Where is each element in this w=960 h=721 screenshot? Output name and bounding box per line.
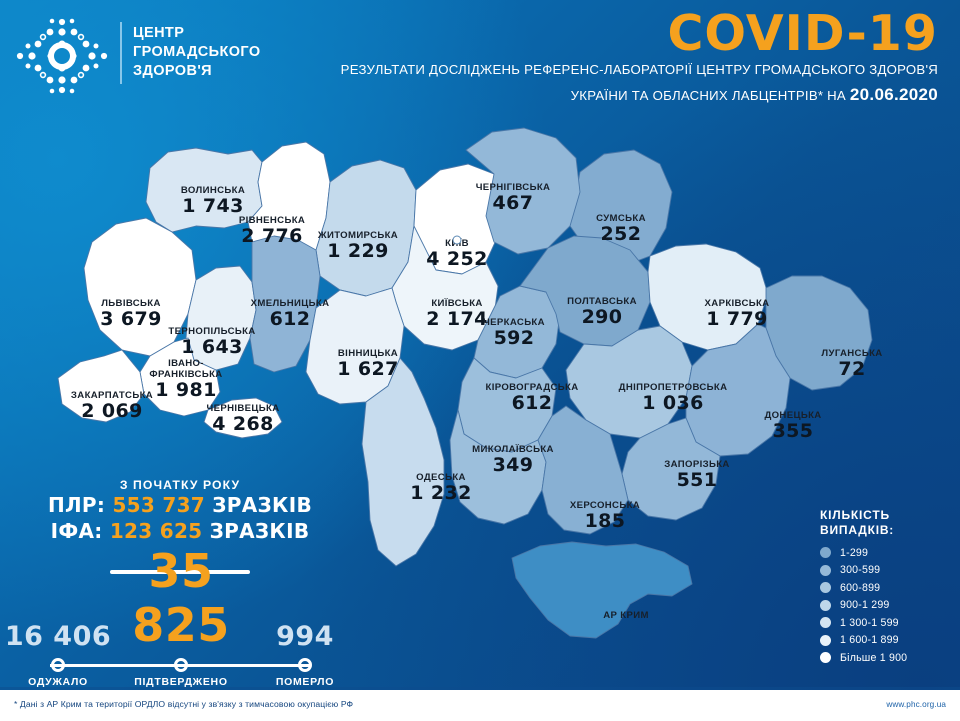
legend-item-label: 1 300-1 599 bbox=[840, 616, 899, 629]
ifa-label: ІФА: bbox=[50, 519, 103, 543]
legend-title-line-2: ВИПАДКІВ: bbox=[820, 523, 895, 537]
map-region[interactable] bbox=[57, 349, 145, 423]
pcr-label: ПЛР: bbox=[47, 493, 106, 517]
legend-item: 600-899 bbox=[820, 579, 907, 597]
legend-swatch-icon bbox=[820, 617, 831, 629]
legend-item-label: 300-599 bbox=[840, 564, 881, 577]
page-title: COVID-19 bbox=[667, 5, 938, 62]
map-region[interactable] bbox=[361, 357, 445, 567]
map-region[interactable] bbox=[83, 217, 197, 357]
legend-item: 900-1 299 bbox=[820, 597, 907, 615]
ifa-row: ІФА: 123 625 ЗРАЗКІВ bbox=[0, 518, 360, 544]
map-region[interactable] bbox=[537, 405, 629, 535]
legend-title-line-1: КІЛЬКІСТЬ bbox=[820, 508, 890, 522]
legend-item: 1 600-1 899 bbox=[820, 632, 907, 650]
legend-item-label: 600-899 bbox=[840, 581, 881, 594]
pcr-row: ПЛР: 553 737 ЗРАЗКІВ bbox=[0, 492, 360, 518]
map-region[interactable] bbox=[565, 325, 693, 439]
died-value: 994 bbox=[276, 621, 334, 652]
footer-website[interactable]: www.phc.org.ua bbox=[886, 700, 946, 709]
recovered-value: 16 406 bbox=[4, 621, 112, 652]
confirmed-knob bbox=[174, 658, 188, 672]
died-label: ПОМЕРЛО bbox=[275, 676, 335, 688]
logo-line-1: ЦЕНТР bbox=[133, 25, 185, 41]
legend-swatch-icon bbox=[820, 547, 831, 559]
phc-logo-icon bbox=[12, 14, 112, 98]
pcr-value: 553 737 bbox=[112, 493, 206, 517]
map-region[interactable] bbox=[685, 323, 791, 457]
footer-bar: * Дані з АР Крим та території ОРДЛО відс… bbox=[0, 690, 960, 721]
legend-swatch-icon bbox=[820, 599, 831, 611]
legend-item: 1 300-1 599 bbox=[820, 614, 907, 632]
map-region[interactable] bbox=[145, 147, 263, 233]
map-region[interactable] bbox=[449, 409, 547, 525]
map-region[interactable] bbox=[203, 397, 283, 439]
legend-swatch-icon bbox=[820, 564, 831, 576]
logo-divider bbox=[120, 22, 122, 84]
confirmed-value: 35 825 bbox=[132, 544, 230, 652]
logo-line-3: ЗДОРОВ'Я bbox=[133, 63, 212, 79]
legend-items: 1-299 300-599 600-899 900-1 299 1 300-1 599 1… bbox=[820, 544, 907, 667]
legend-swatch-icon bbox=[820, 582, 831, 594]
totals-row: 16 406 35 825 994 bbox=[0, 544, 360, 652]
recovered-knob bbox=[51, 658, 65, 672]
ifa-unit: ЗРАЗКІВ bbox=[209, 519, 310, 543]
statistics-panel: З ПОЧАТКУ РОКУ ПЛР: 553 737 ЗРАЗКІВ ІФА:… bbox=[0, 478, 360, 694]
ifa-value: 123 625 bbox=[109, 519, 203, 543]
subtitle-line-2: УКРАЇНИ ТА ОБЛАСНИХ ЛАБЦЕНТРІВ* НА 20.06… bbox=[571, 85, 938, 105]
report-date: 20.06.2020 bbox=[849, 85, 938, 104]
legend-item-label: 1-299 bbox=[840, 546, 869, 559]
legend-item: 1-299 bbox=[820, 544, 907, 562]
map-region[interactable] bbox=[511, 541, 693, 639]
legend-item-label: 900-1 299 bbox=[840, 599, 890, 612]
died-knob bbox=[298, 658, 312, 672]
footer-separator bbox=[0, 687, 960, 690]
map-region[interactable] bbox=[185, 265, 257, 371]
legend-item-label: Більше 1 900 bbox=[840, 651, 908, 664]
kyiv-city-marker bbox=[452, 235, 462, 245]
subtitle-line-2-text: УКРАЇНИ ТА ОБЛАСНИХ ЛАБЦЕНТРІВ* НА bbox=[570, 88, 850, 103]
stats-divider bbox=[110, 570, 250, 574]
confirmed-label: ПІДТВЕРДЖЕНО bbox=[134, 676, 228, 688]
map-legend: КІЛЬКІСТЬ ВИПАДКІВ: 1-299 300-599 600-899 9… bbox=[820, 508, 907, 667]
map-region[interactable] bbox=[465, 127, 581, 255]
legend-item: Більше 1 900 bbox=[820, 649, 907, 667]
legend-swatch-icon bbox=[820, 652, 831, 664]
recovered-label: ОДУЖАЛО bbox=[28, 676, 88, 688]
since-start-of-year-label: З ПОЧАТКУ РОКУ bbox=[119, 478, 241, 492]
logo-wordmark: ЦЕНТР ГРОМАДСЬКОГО ЗДОРОВ'Я bbox=[133, 24, 261, 81]
totals-track bbox=[0, 656, 360, 676]
logo-line-2: ГРОМАДСЬКОГО bbox=[133, 44, 261, 60]
pcr-unit: ЗРАЗКІВ bbox=[212, 493, 312, 517]
legend-swatch-icon bbox=[820, 634, 831, 646]
footer-note: * Дані з АР Крим та території ОРДЛО відс… bbox=[14, 699, 354, 709]
subtitle-line-1: РЕЗУЛЬТАТИ ДОСЛІДЖЕНЬ РЕФЕРЕНС-ЛАБОРАТОР… bbox=[340, 62, 938, 77]
legend-item: 300-599 bbox=[820, 562, 907, 580]
map-region[interactable] bbox=[249, 235, 321, 373]
legend-item-label: 1 600-1 899 bbox=[840, 634, 899, 647]
totals-captions: ОДУЖАЛО ПІДТВЕРДЖЕНО ПОМЕРЛО bbox=[0, 676, 360, 694]
